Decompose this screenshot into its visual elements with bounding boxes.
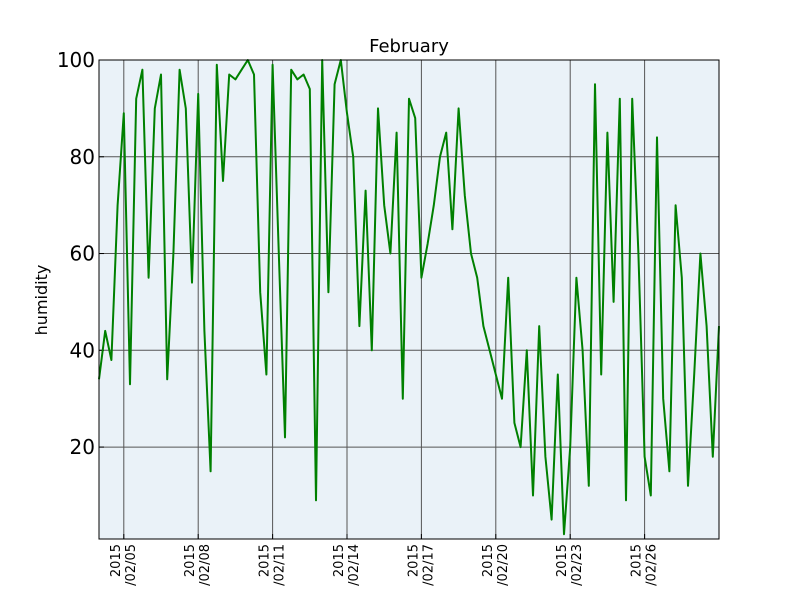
plot-frame [98, 59, 720, 540]
y-tick-label: 40 [70, 338, 95, 362]
x-tick-year: 2015 [109, 544, 124, 577]
x-tick-year: 2015 [481, 544, 496, 577]
y-tick-label: 60 [70, 242, 95, 266]
x-tick-date: /02/05 [124, 544, 139, 586]
x-tick-date: /02/23 [570, 544, 585, 586]
x-tick-label: 2015/02/11 [258, 544, 288, 586]
x-tick-date: /02/26 [645, 544, 660, 586]
x-tick-label: 2015/02/26 [630, 544, 660, 586]
x-tick-date: /02/11 [273, 544, 288, 586]
x-tick-date: /02/08 [198, 544, 213, 586]
x-tick-label: 2015/02/05 [109, 544, 139, 586]
x-tick-year: 2015 [332, 544, 347, 577]
x-tick-date: /02/17 [421, 544, 436, 586]
y-axis-label: humidity [32, 265, 51, 336]
y-tick-label: 80 [70, 145, 95, 169]
humidity-series-line [98, 59, 720, 536]
x-tick-label: 2015/02/23 [555, 544, 585, 586]
x-tick-year: 2015 [630, 544, 645, 577]
x-tick-year: 2015 [406, 544, 421, 577]
x-tick-year: 2015 [555, 544, 570, 577]
x-tick-labels: 2015/02/05 2015/02/08 2015/02/11 2015/02/14… [109, 544, 660, 586]
y-tick-label: 20 [70, 435, 95, 459]
x-tick-label: 2015/02/17 [406, 544, 436, 586]
x-tick-year: 2015 [183, 544, 198, 577]
x-tick-label: 2015/02/14 [332, 544, 362, 586]
x-tick-label: 2015/02/08 [183, 544, 213, 586]
x-tick-date: /02/14 [347, 544, 362, 586]
x-tick-label: 2015/02/20 [481, 544, 511, 586]
x-tick-year: 2015 [258, 544, 273, 577]
x-tick-date: /02/20 [496, 544, 511, 586]
chart-title: February [369, 36, 449, 57]
y-tick-label: 100 [57, 48, 95, 72]
y-tick-labels: 20 40 60 80 100 [57, 48, 95, 459]
